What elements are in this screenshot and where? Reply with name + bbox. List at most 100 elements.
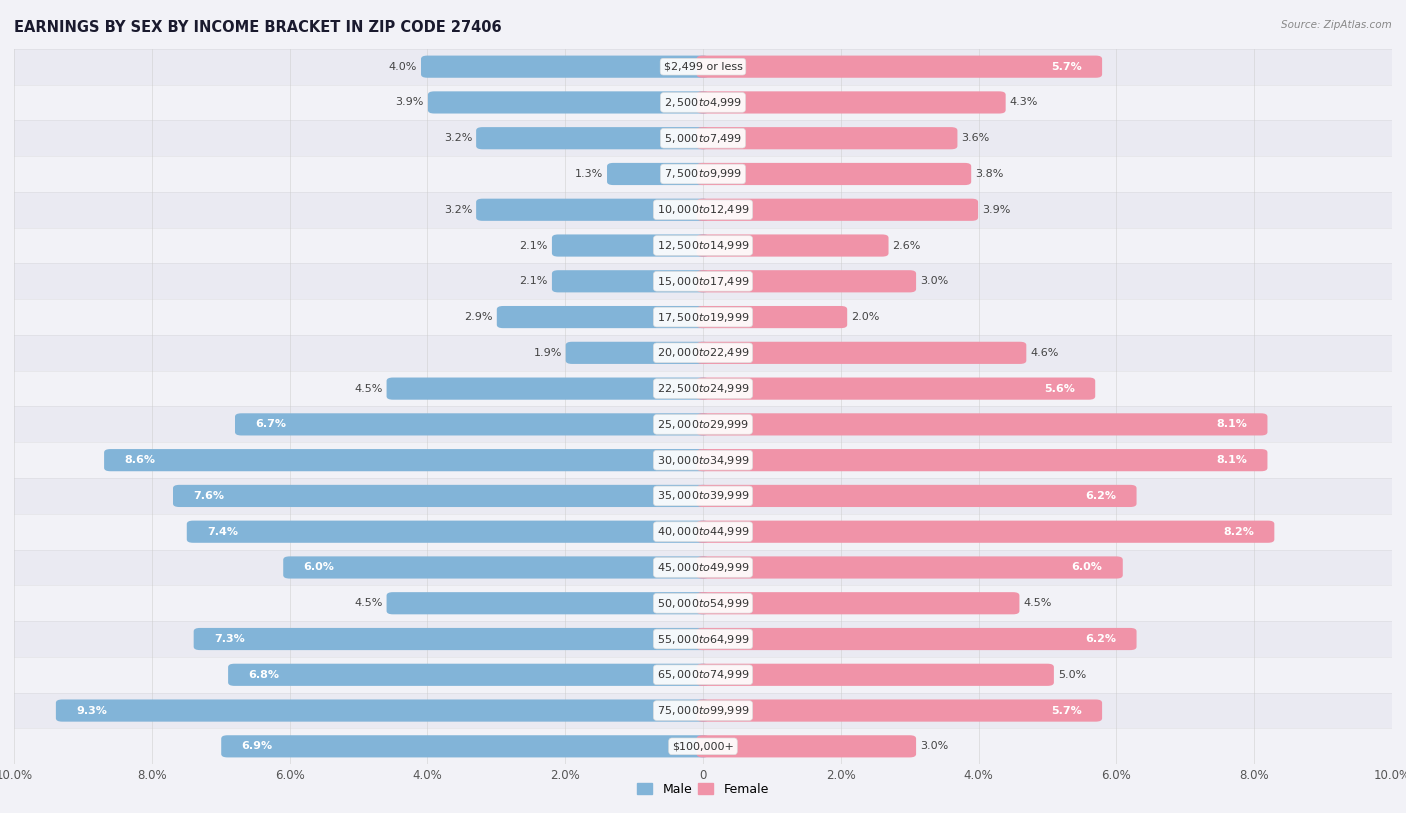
- Text: 4.3%: 4.3%: [1010, 98, 1038, 107]
- Text: $15,000 to $17,499: $15,000 to $17,499: [657, 275, 749, 288]
- Bar: [14, 406, 1392, 442]
- Text: $22,500 to $24,999: $22,500 to $24,999: [657, 382, 749, 395]
- Text: 5.6%: 5.6%: [1045, 384, 1076, 393]
- FancyBboxPatch shape: [696, 163, 972, 185]
- FancyBboxPatch shape: [696, 628, 1136, 650]
- Bar: [14, 478, 1392, 514]
- FancyBboxPatch shape: [187, 520, 710, 543]
- FancyBboxPatch shape: [173, 485, 710, 507]
- FancyBboxPatch shape: [553, 234, 710, 257]
- Text: 2.1%: 2.1%: [520, 241, 548, 250]
- Text: 8.1%: 8.1%: [1216, 455, 1247, 465]
- Text: 4.5%: 4.5%: [354, 384, 382, 393]
- Text: 4.5%: 4.5%: [1024, 598, 1052, 608]
- Bar: [14, 514, 1392, 550]
- FancyBboxPatch shape: [696, 91, 1005, 114]
- FancyBboxPatch shape: [696, 485, 1136, 507]
- FancyBboxPatch shape: [696, 55, 1102, 78]
- Text: $75,000 to $99,999: $75,000 to $99,999: [657, 704, 749, 717]
- Bar: [14, 728, 1392, 764]
- FancyBboxPatch shape: [235, 413, 710, 436]
- Text: $2,499 or less: $2,499 or less: [664, 62, 742, 72]
- FancyBboxPatch shape: [696, 592, 1019, 615]
- Legend: Male, Female: Male, Female: [633, 778, 773, 801]
- Bar: [14, 585, 1392, 621]
- Text: 8.2%: 8.2%: [1223, 527, 1254, 537]
- Text: 5.7%: 5.7%: [1052, 706, 1083, 715]
- Text: $40,000 to $44,999: $40,000 to $44,999: [657, 525, 749, 538]
- FancyBboxPatch shape: [696, 556, 1123, 579]
- Text: 4.0%: 4.0%: [388, 62, 418, 72]
- Text: 6.9%: 6.9%: [242, 741, 273, 751]
- Text: 9.3%: 9.3%: [76, 706, 107, 715]
- Text: $10,000 to $12,499: $10,000 to $12,499: [657, 203, 749, 216]
- FancyBboxPatch shape: [696, 699, 1102, 722]
- Text: EARNINGS BY SEX BY INCOME BRACKET IN ZIP CODE 27406: EARNINGS BY SEX BY INCOME BRACKET IN ZIP…: [14, 20, 502, 35]
- FancyBboxPatch shape: [104, 449, 710, 472]
- Text: 5.0%: 5.0%: [1057, 670, 1085, 680]
- FancyBboxPatch shape: [696, 413, 1267, 436]
- Text: $30,000 to $34,999: $30,000 to $34,999: [657, 454, 749, 467]
- Text: 7.6%: 7.6%: [193, 491, 224, 501]
- Text: 4.6%: 4.6%: [1031, 348, 1059, 358]
- FancyBboxPatch shape: [427, 91, 710, 114]
- Text: 1.9%: 1.9%: [533, 348, 562, 358]
- Text: $2,500 to $4,999: $2,500 to $4,999: [664, 96, 742, 109]
- Bar: [14, 657, 1392, 693]
- FancyBboxPatch shape: [565, 341, 710, 364]
- Text: 3.0%: 3.0%: [920, 276, 948, 286]
- Text: 6.2%: 6.2%: [1085, 634, 1116, 644]
- Text: $12,500 to $14,999: $12,500 to $14,999: [657, 239, 749, 252]
- Text: 2.0%: 2.0%: [851, 312, 880, 322]
- Bar: [14, 263, 1392, 299]
- Text: $35,000 to $39,999: $35,000 to $39,999: [657, 489, 749, 502]
- FancyBboxPatch shape: [477, 198, 710, 221]
- Text: 5.7%: 5.7%: [1052, 62, 1083, 72]
- FancyBboxPatch shape: [553, 270, 710, 293]
- Bar: [14, 371, 1392, 406]
- FancyBboxPatch shape: [696, 127, 957, 150]
- Text: 4.5%: 4.5%: [354, 598, 382, 608]
- FancyBboxPatch shape: [387, 377, 710, 400]
- Text: 1.3%: 1.3%: [575, 169, 603, 179]
- Text: $7,500 to $9,999: $7,500 to $9,999: [664, 167, 742, 180]
- FancyBboxPatch shape: [420, 55, 710, 78]
- FancyBboxPatch shape: [696, 449, 1267, 472]
- Text: 8.1%: 8.1%: [1216, 420, 1247, 429]
- Text: 6.2%: 6.2%: [1085, 491, 1116, 501]
- Text: 3.6%: 3.6%: [962, 133, 990, 143]
- FancyBboxPatch shape: [696, 663, 1054, 686]
- Text: 6.7%: 6.7%: [256, 420, 287, 429]
- Text: $45,000 to $49,999: $45,000 to $49,999: [657, 561, 749, 574]
- Text: Source: ZipAtlas.com: Source: ZipAtlas.com: [1281, 20, 1392, 30]
- Text: 6.8%: 6.8%: [249, 670, 280, 680]
- Text: 3.9%: 3.9%: [395, 98, 425, 107]
- Bar: [14, 335, 1392, 371]
- Text: $5,000 to $7,499: $5,000 to $7,499: [664, 132, 742, 145]
- FancyBboxPatch shape: [607, 163, 710, 185]
- FancyBboxPatch shape: [477, 127, 710, 150]
- Text: 8.6%: 8.6%: [124, 455, 155, 465]
- Text: 2.9%: 2.9%: [464, 312, 494, 322]
- Bar: [14, 85, 1392, 120]
- Text: 3.9%: 3.9%: [981, 205, 1011, 215]
- FancyBboxPatch shape: [696, 377, 1095, 400]
- Text: $20,000 to $22,499: $20,000 to $22,499: [657, 346, 749, 359]
- Text: $17,500 to $19,999: $17,500 to $19,999: [657, 311, 749, 324]
- Text: 6.0%: 6.0%: [304, 563, 335, 572]
- Text: 3.8%: 3.8%: [976, 169, 1004, 179]
- FancyBboxPatch shape: [56, 699, 710, 722]
- Text: 3.2%: 3.2%: [444, 205, 472, 215]
- FancyBboxPatch shape: [696, 306, 848, 328]
- FancyBboxPatch shape: [696, 735, 917, 758]
- FancyBboxPatch shape: [228, 663, 710, 686]
- Text: 7.4%: 7.4%: [207, 527, 238, 537]
- FancyBboxPatch shape: [496, 306, 710, 328]
- Text: $100,000+: $100,000+: [672, 741, 734, 751]
- Bar: [14, 192, 1392, 228]
- Text: 3.0%: 3.0%: [920, 741, 948, 751]
- FancyBboxPatch shape: [194, 628, 710, 650]
- Bar: [14, 550, 1392, 585]
- Text: $55,000 to $64,999: $55,000 to $64,999: [657, 633, 749, 646]
- Text: $50,000 to $54,999: $50,000 to $54,999: [657, 597, 749, 610]
